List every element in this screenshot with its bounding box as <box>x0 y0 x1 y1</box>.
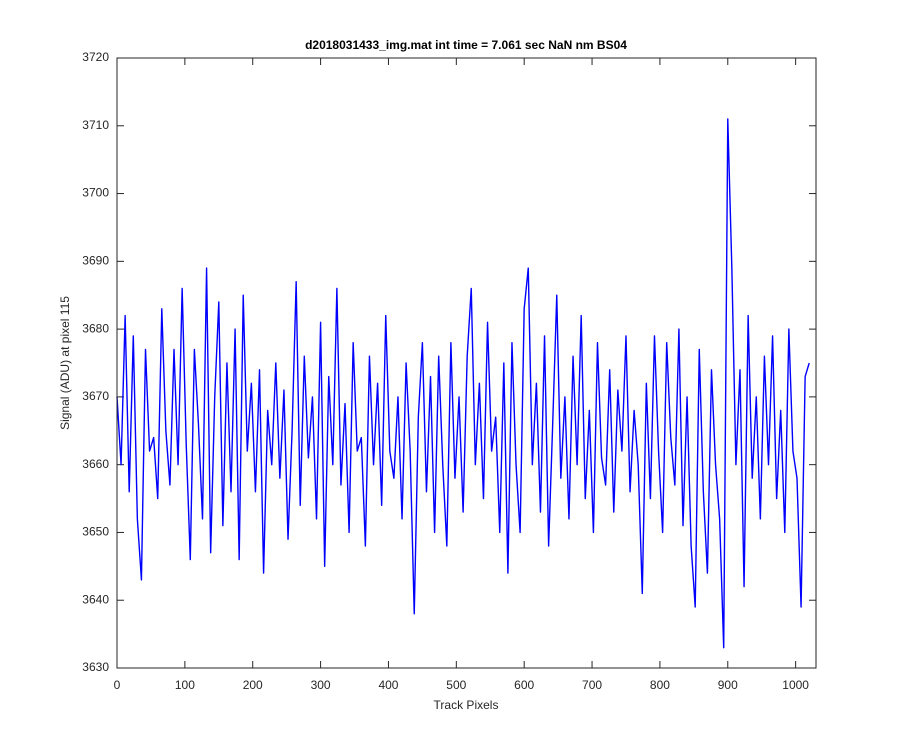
x-tick-label: 1000 <box>782 678 809 692</box>
y-tick-label: 3640 <box>82 592 109 606</box>
y-axis-label: Signal (ADU) at pixel 115 <box>58 296 72 430</box>
x-tick-label: 800 <box>650 678 670 692</box>
x-tick-label: 100 <box>175 678 195 692</box>
x-tick-label: 300 <box>311 678 331 692</box>
y-tick-label: 3650 <box>82 525 109 539</box>
x-tick-label: 600 <box>514 678 534 692</box>
y-tick-label: 3710 <box>82 118 109 132</box>
y-tick-label: 3720 <box>82 50 109 64</box>
y-tick-label: 3700 <box>82 186 109 200</box>
x-tick-label: 0 <box>114 678 121 692</box>
y-tick-label: 3630 <box>82 660 109 674</box>
x-tick-label: 400 <box>378 678 398 692</box>
y-tick-label: 3680 <box>82 321 109 335</box>
chart-title: d2018031433_img.mat int time = 7.061 sec… <box>305 38 627 52</box>
y-tick-label: 3660 <box>82 457 109 471</box>
x-tick-label: 700 <box>582 678 602 692</box>
x-tick-label: 900 <box>718 678 738 692</box>
plot-frame <box>116 57 817 669</box>
data-line <box>116 118 810 649</box>
x-tick-label: 500 <box>446 678 466 692</box>
x-tick-label: 200 <box>243 678 263 692</box>
y-tick-label: 3670 <box>82 389 109 403</box>
y-tick-label: 3690 <box>82 254 109 268</box>
x-axis-label: Track Pixels <box>434 698 499 712</box>
